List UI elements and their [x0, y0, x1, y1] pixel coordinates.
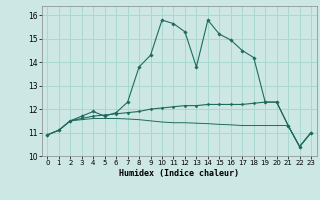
X-axis label: Humidex (Indice chaleur): Humidex (Indice chaleur): [119, 169, 239, 178]
